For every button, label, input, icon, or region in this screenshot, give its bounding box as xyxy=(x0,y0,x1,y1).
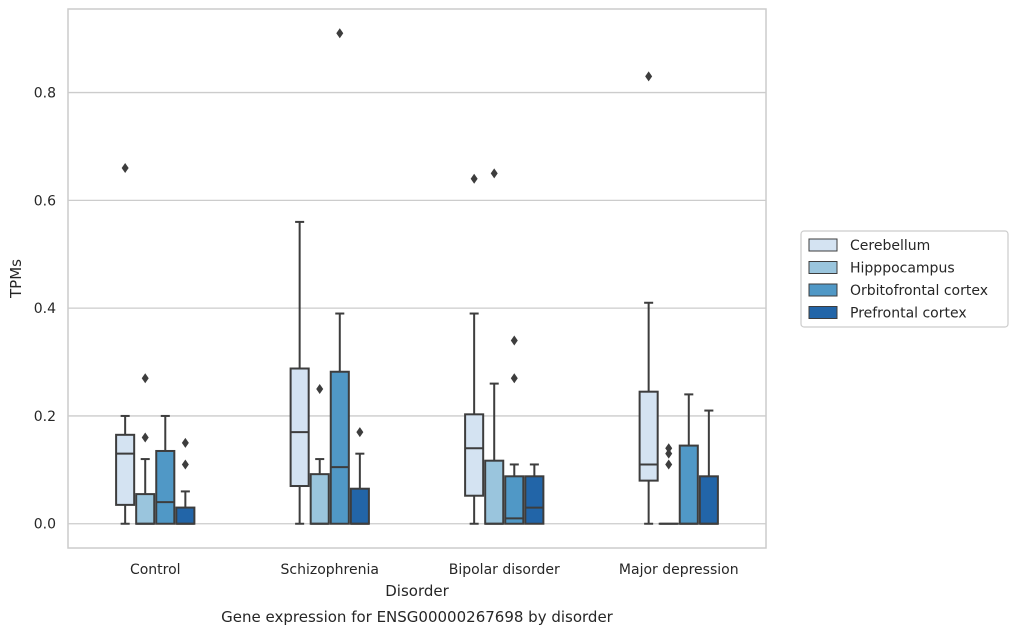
box-body xyxy=(289,367,310,488)
box-cerebellum-3 xyxy=(638,71,659,525)
box-orbitofrontal-cortex-3 xyxy=(678,393,699,525)
legend-label: Orbitofrontal cortex xyxy=(850,283,988,299)
legend-frame xyxy=(800,230,1009,328)
box-cerebellum-1 xyxy=(289,220,310,525)
box-orbitofrontal-cortex-2 xyxy=(504,335,525,525)
box-body xyxy=(524,475,545,525)
box-body xyxy=(175,506,196,525)
legend-label: Hipppocampus xyxy=(850,261,955,277)
y-tick-label: 0.4 xyxy=(34,301,56,317)
box-prefrontal-cortex-3 xyxy=(698,409,719,525)
legend-label: Prefrontal cortex xyxy=(850,306,967,322)
legend-swatch xyxy=(808,261,838,274)
flier-point xyxy=(490,168,498,179)
box-body xyxy=(329,370,350,525)
box-orbitofrontal-cortex-0 xyxy=(155,414,176,525)
flier-point xyxy=(510,335,518,346)
flier-point xyxy=(645,71,653,82)
y-axis-label: TPMs xyxy=(7,259,25,299)
box-orbitofrontal-cortex-1 xyxy=(329,28,350,525)
flier-point xyxy=(141,432,149,443)
chart-caption: Gene expression for ENSG00000267698 by d… xyxy=(221,608,614,626)
box-body xyxy=(504,475,525,525)
box-hipppocampus-3 xyxy=(658,443,679,525)
plot-frame xyxy=(67,8,767,549)
legend-label: Cerebellum xyxy=(850,238,930,254)
box-body xyxy=(155,449,176,525)
flier-point xyxy=(665,443,673,454)
flier-point xyxy=(181,459,189,470)
y-tick-label: 0.2 xyxy=(34,409,56,425)
flier-point xyxy=(141,373,149,384)
flier-point xyxy=(510,373,518,384)
x-tick-label: Control xyxy=(130,562,181,578)
box-hipppocampus-2 xyxy=(484,168,505,525)
x-axis-label: Disorder xyxy=(385,582,449,600)
y-tick-label: 0.6 xyxy=(34,193,56,209)
flier-point xyxy=(181,437,189,448)
x-tick-label: Major depression xyxy=(619,562,739,578)
box-body xyxy=(115,433,136,506)
flier-point xyxy=(121,163,129,174)
legend-swatch xyxy=(808,238,838,252)
y-tick-label: 0.0 xyxy=(34,517,56,533)
box-body xyxy=(678,444,699,525)
box-cerebellum-2 xyxy=(464,173,485,525)
box-body xyxy=(464,413,485,497)
x-tick-label: Bipolar disorder xyxy=(449,562,560,578)
flier-point xyxy=(336,28,344,39)
box-prefrontal-cortex-0 xyxy=(175,437,196,525)
box-hipppocampus-1 xyxy=(309,383,330,525)
box-body xyxy=(638,390,659,482)
legend-swatch xyxy=(808,306,838,319)
flier-point xyxy=(356,427,364,438)
box-body xyxy=(484,459,505,525)
box-body xyxy=(349,487,370,525)
box-prefrontal-cortex-1 xyxy=(349,427,370,525)
x-tick-label: Schizophrenia xyxy=(281,562,379,578)
flier-point xyxy=(665,448,673,459)
flier-point xyxy=(316,383,324,394)
box-body xyxy=(698,475,719,525)
boxes-layer xyxy=(115,28,719,525)
flier-point xyxy=(665,459,673,470)
legend: Cerebellum Hipppocampus Orbitofrontal cort… xyxy=(800,230,1009,328)
x-tick-labels: Control Schizophrenia Bipolar disorder Majo… xyxy=(130,562,739,578)
y-tick-labels: 0.0 0.2 0.4 0.6 0.8 xyxy=(34,86,56,533)
flier-point xyxy=(470,173,478,184)
box-cerebellum-0 xyxy=(115,163,136,525)
box-hipppocampus-0 xyxy=(135,373,156,525)
box-body xyxy=(309,473,330,525)
box-body xyxy=(135,493,156,525)
legend-swatch xyxy=(808,283,838,297)
y-tick-label: 0.8 xyxy=(34,86,56,102)
box-prefrontal-cortex-2 xyxy=(524,463,545,525)
